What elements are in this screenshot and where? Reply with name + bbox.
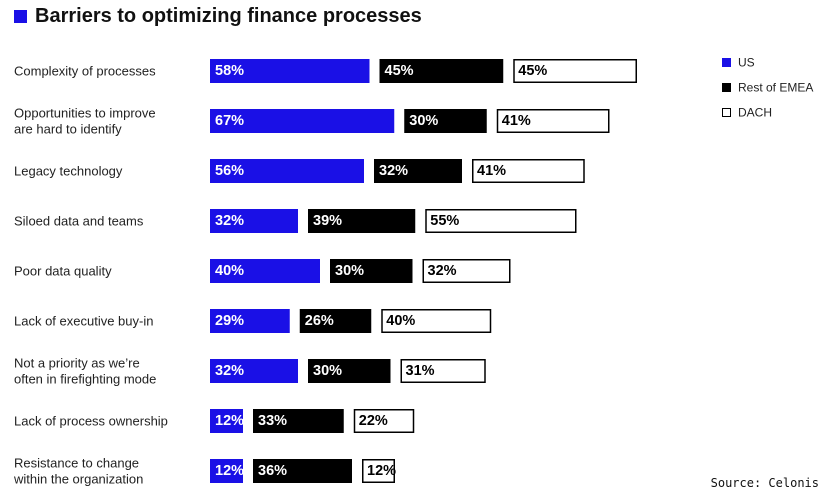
legend-label-rest-of-emea: Rest of EMEA [738, 81, 813, 95]
value-label-us: 32% [215, 213, 244, 229]
value-label-us: 58% [215, 63, 244, 79]
value-label-dach: 41% [502, 113, 531, 129]
value-label-dach: 22% [359, 413, 388, 429]
bar-us [210, 459, 243, 483]
bar-rest-of-emea [308, 359, 391, 383]
value-label-us: 29% [215, 313, 244, 329]
value-label-dach: 32% [428, 263, 457, 279]
value-label-us: 32% [215, 363, 244, 379]
legend-swatch-rest-of-emea [722, 83, 731, 92]
category-label: Opportunities to improve are hard to iden… [14, 106, 156, 137]
legend-label-dach: DACH [738, 106, 772, 120]
legend-swatch-us [722, 58, 731, 67]
value-label-dach: 12% [367, 463, 396, 479]
bar-dach [422, 259, 511, 283]
bar-us [210, 59, 370, 83]
value-label-dach: 31% [406, 363, 435, 379]
value-label-us: 12% [215, 463, 244, 479]
category-label: Complexity of processes [14, 64, 156, 79]
bar-rest-of-emea [379, 59, 504, 83]
bar-rest-of-emea [404, 109, 487, 133]
category-label: Lack of executive buy-in [14, 314, 153, 329]
category-label: Legacy technology [14, 164, 123, 179]
bar-us [210, 259, 320, 283]
bar-dach [513, 59, 637, 83]
value-label-rest-of-emea: 32% [379, 163, 408, 179]
value-label-rest-of-emea: 30% [409, 113, 438, 129]
value-label-dach: 41% [477, 163, 506, 179]
bar-us [210, 309, 290, 333]
value-label-us: 40% [215, 263, 244, 279]
category-label: Siloed data and teams [14, 214, 144, 229]
category-label: Lack of process ownership [14, 414, 168, 429]
value-label-rest-of-emea: 30% [313, 363, 342, 379]
chart-title: Barriers to optimizing finance processes [35, 4, 422, 27]
bar-dach [362, 459, 395, 483]
bar-dach [400, 359, 486, 383]
bar-rest-of-emea [253, 409, 344, 433]
value-label-us: 12% [215, 413, 244, 429]
category-label: Poor data quality [14, 264, 112, 279]
value-label-rest-of-emea: 33% [258, 413, 287, 429]
bar-dach [353, 409, 415, 433]
value-label-rest-of-emea: 26% [305, 313, 334, 329]
bar-dach [381, 309, 492, 333]
bar-dach [425, 209, 577, 233]
bar-us [210, 359, 298, 383]
bar-us [210, 409, 243, 433]
bar-us [210, 109, 395, 133]
value-label-rest-of-emea: 36% [258, 463, 287, 479]
chart-title-group: Barriers to optimizing finance processes [14, 4, 422, 28]
bar-rest-of-emea [253, 459, 352, 483]
bar-rest-of-emea [330, 259, 413, 283]
bar-dach [472, 159, 585, 183]
value-label-rest-of-emea: 30% [335, 263, 364, 279]
value-label-dach: 55% [430, 213, 459, 229]
value-label-rest-of-emea: 39% [313, 213, 342, 229]
legend-swatch-dach [722, 108, 731, 117]
category-label: Not a priority as we’re often in firefigh… [14, 356, 156, 387]
bar-dach [496, 109, 610, 133]
category-label: Resistance to change within the organizat… [13, 456, 143, 487]
source-note: Source: Celonis [710, 476, 819, 490]
value-label-us: 56% [215, 163, 244, 179]
value-label-dach: 45% [518, 63, 547, 79]
bar-rest-of-emea [308, 209, 416, 233]
bar-rest-of-emea [374, 159, 462, 183]
legend-label-us: US [738, 56, 755, 70]
bar-us [210, 209, 298, 233]
value-label-dach: 40% [386, 313, 415, 329]
title-square-marker [14, 9, 27, 23]
value-label-rest-of-emea: 45% [385, 63, 414, 79]
value-label-us: 67% [215, 113, 244, 129]
bar-us [210, 159, 364, 183]
bar-rest-of-emea [299, 309, 372, 333]
